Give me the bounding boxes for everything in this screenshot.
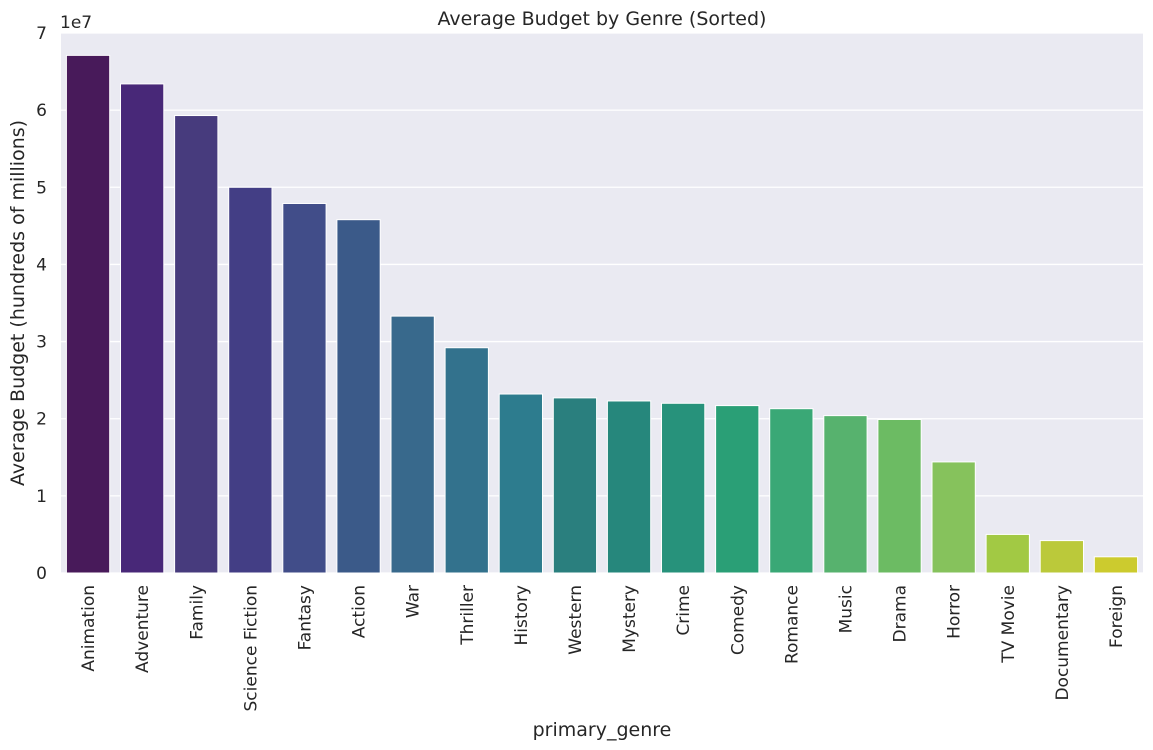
x-tick-label: TV Movie [999, 585, 1019, 664]
bars [65, 54, 1139, 574]
x-tick-label: Action [350, 585, 370, 638]
x-tick-label: Crime [674, 585, 694, 636]
x-tick-label: Horror [945, 585, 965, 639]
plot-background [61, 33, 1143, 573]
x-tick-label: Fantasy [295, 585, 315, 650]
y-axis-title: Average Budget (hundreds of millions) [7, 120, 29, 486]
bar-horror [931, 461, 976, 574]
y-tick-label: 5 [36, 178, 47, 198]
bar-history [498, 393, 543, 574]
x-tick-label: War [404, 585, 424, 618]
y-tick-label: 1 [36, 487, 47, 507]
bar-drama [877, 418, 922, 574]
x-tick-label: Science Fiction [241, 585, 261, 711]
bar-war [390, 315, 435, 574]
x-tick-labels: Animation Adventure Family Science Fiction F… [79, 585, 1127, 711]
bar-romance [769, 408, 814, 574]
bar-science-fiction [228, 186, 273, 574]
bar-western [552, 397, 598, 574]
bar-documentary [1039, 540, 1084, 574]
y-tick-label: 2 [36, 410, 47, 430]
x-tick-label: Drama [891, 585, 911, 642]
x-tick-label: Mystery [620, 585, 640, 653]
x-tick-label: Music [836, 585, 856, 633]
bar-action [336, 219, 381, 574]
bar-adventure [120, 83, 165, 574]
y-tick-label: 0 [36, 564, 47, 584]
y-tick-label: 4 [36, 255, 47, 275]
bar-family [174, 115, 219, 574]
x-tick-label: History [512, 585, 532, 645]
y-tick-labels: 0 1 2 3 4 5 6 7 [36, 24, 47, 584]
y-tick-label: 6 [36, 101, 47, 121]
bar-mystery [606, 400, 652, 574]
bar-comedy [715, 405, 760, 574]
bar-crime [661, 402, 706, 574]
y-tick-label: 7 [36, 24, 47, 44]
x-axis-title: primary_genre [533, 719, 672, 741]
x-tick-label: Thriller [458, 585, 478, 646]
bar-tv-movie [985, 533, 1030, 574]
bar-fantasy [282, 202, 327, 574]
bar-thriller [444, 347, 489, 574]
y-tick-label: 3 [36, 333, 47, 353]
x-tick-label: Romance [782, 585, 802, 664]
bar-music [823, 415, 868, 574]
x-tick-label: Foreign [1107, 585, 1127, 648]
bar-foreign [1093, 556, 1139, 574]
bar-animation [65, 54, 111, 574]
x-tick-label: Western [566, 585, 586, 655]
chart-title: Average Budget by Genre (Sorted) [438, 8, 767, 30]
x-tick-label: Animation [79, 585, 99, 672]
x-tick-label: Adventure [133, 585, 153, 673]
x-tick-label: Documentary [1053, 585, 1073, 701]
y-offset-label: 1e7 [60, 13, 92, 33]
x-tick-label: Comedy [728, 585, 748, 655]
x-tick-label: Family [187, 585, 207, 640]
